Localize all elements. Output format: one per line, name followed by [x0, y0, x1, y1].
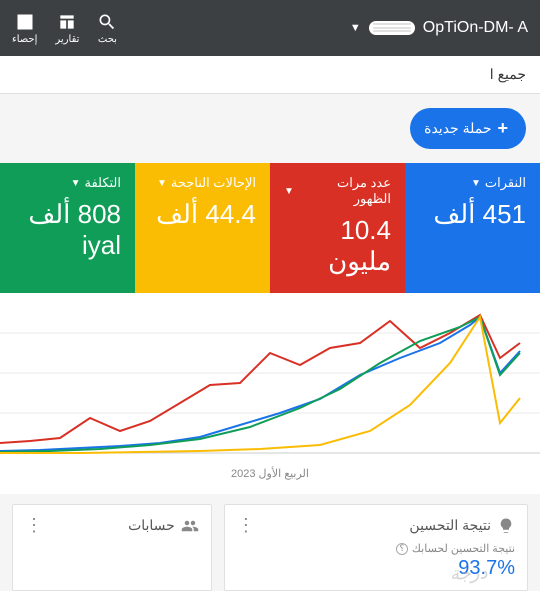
chevron-down-icon: ▼: [350, 22, 361, 34]
metric-value: 808 ألف iyal: [14, 199, 121, 261]
brand-name: OpTiOn-DM- A: [423, 19, 528, 37]
optimization-title: نتيجة التحسين: [409, 517, 491, 534]
insights-label: إحصاء: [12, 34, 37, 45]
card-menu-icon[interactable]: ⋮: [25, 515, 43, 536]
reports-nav[interactable]: تقارير: [55, 12, 79, 45]
header-tools: إحصاء تقارير بحث: [12, 12, 117, 45]
metric-value: 10.4 مليون: [284, 215, 391, 277]
chevron-down-icon: ▼: [471, 178, 481, 189]
handwriting-overlay: درجة: [449, 562, 487, 584]
chevron-down-icon: ▼: [71, 178, 81, 189]
reports-label: تقارير: [55, 34, 79, 45]
optimization-subtitle: نتيجة التحسين لحسابك: [412, 542, 515, 555]
metric-impressions[interactable]: عدد مرات الظهور▼ 10.4 مليون: [270, 163, 405, 293]
account-switcher[interactable]: ▼ OpTiOn-DM- A: [350, 19, 528, 37]
redacted-logo: [369, 21, 415, 35]
cards-row: نتيجة التحسين ⋮ نتيجة التحسين لحسابك ؟ 9…: [0, 494, 540, 591]
metric-label: التكلفة▼: [14, 175, 121, 191]
plus-icon: +: [497, 118, 508, 139]
metric-label: الإحالات الناجحة▼: [149, 175, 256, 191]
lightbulb-icon: [497, 517, 515, 535]
chart-x-axis-label: الربيع الأول 2023: [0, 463, 540, 490]
performance-chart: الربيع الأول 2023: [0, 293, 540, 494]
metrics-row: النقرات▼ 451 ألف عدد مرات الظهور▼ 10.4 مليو…: [0, 163, 540, 293]
metric-value: 44.4 ألف: [149, 199, 256, 230]
new-campaign-label: حملة جديدة: [424, 120, 491, 137]
search-nav[interactable]: بحث: [97, 12, 117, 45]
metric-value: 451 ألف: [419, 199, 526, 230]
optimization-subtitle-row: نتيجة التحسين لحسابك ؟: [237, 542, 515, 555]
search-icon: [97, 12, 117, 32]
insights-nav[interactable]: إحصاء: [12, 12, 37, 45]
metric-label: النقرات▼: [419, 175, 526, 191]
reports-icon: [57, 12, 77, 32]
optimization-score-card[interactable]: نتيجة التحسين ⋮ نتيجة التحسين لحسابك ؟ 9…: [224, 504, 528, 591]
metric-conversions[interactable]: الإحالات الناجحة▼ 44.4 ألف: [135, 163, 270, 293]
bar-chart-icon: [15, 12, 35, 32]
line-chart-svg: [0, 303, 540, 463]
metric-cost[interactable]: التكلفة▼ 808 ألف iyal: [0, 163, 135, 293]
accounts-title: حسابات: [128, 517, 175, 534]
new-campaign-button[interactable]: + حملة جديدة: [410, 108, 526, 149]
metric-clicks[interactable]: النقرات▼ 451 ألف: [405, 163, 540, 293]
accounts-card[interactable]: حسابات ⋮: [12, 504, 212, 591]
card-menu-icon[interactable]: ⋮: [237, 515, 255, 536]
people-icon: [181, 517, 199, 535]
info-icon[interactable]: ؟: [396, 543, 408, 555]
search-label: بحث: [98, 34, 117, 45]
chevron-down-icon: ▼: [157, 178, 167, 189]
chevron-down-icon: ▼: [284, 186, 294, 197]
app-header: إحصاء تقارير بحث ▼ OpTiOn-DM- A: [0, 0, 540, 56]
toolbar: + حملة جديدة: [0, 108, 540, 163]
breadcrumb-text: جميع ا: [490, 66, 526, 82]
metric-label: عدد مرات الظهور▼: [284, 175, 391, 207]
breadcrumb-bar: جميع ا: [0, 56, 540, 94]
main-content: + حملة جديدة النقرات▼ 451 ألف عدد مرات الظ…: [0, 94, 540, 591]
